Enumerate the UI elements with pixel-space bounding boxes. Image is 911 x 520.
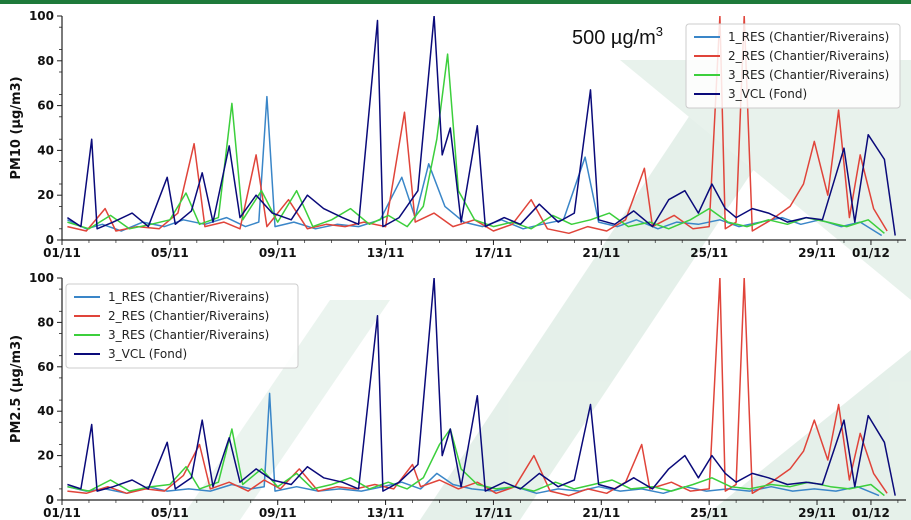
series-line-3 (67, 53, 885, 234)
y-tick-label: 80 (37, 54, 54, 68)
series-line-2 (67, 16, 888, 235)
annotation-main: 500 µg/m (572, 27, 656, 49)
annotation-superscript: 3 (656, 24, 663, 39)
pm25-panel: 0 20 40 60 80 100 01/11 05/11 09/11 13/11 17/11 21/… (9, 271, 906, 520)
series-line-4 (67, 278, 896, 496)
legend-label: 2_RES (Chantier/Riverains) (108, 309, 269, 323)
legend-label: 2_RES (Chantier/Riverains) (728, 49, 889, 63)
x-tick-label: 05/11 (151, 506, 189, 520)
series-line-3 (67, 428, 885, 497)
legend-box (65, 283, 299, 369)
legend: 1_RES (Chantier/Riverains) 2_RES (Chantie… (685, 23, 901, 109)
x-tick-label: 17/11 (475, 246, 513, 260)
legend-box (685, 23, 901, 109)
y-tick-label: 40 (37, 143, 54, 157)
y-tick-label: 40 (37, 404, 54, 418)
y-tick-label: 0 (46, 233, 54, 247)
x-tick-label: 01/11 (43, 506, 81, 520)
x-tick-label: 01/12 (852, 506, 890, 520)
y-tick-label: 20 (37, 449, 54, 463)
y-tick-label: 100 (29, 9, 54, 23)
series-line-1 (67, 95, 883, 237)
y-axis-title: PM10 (µg/m3) (9, 76, 24, 179)
legend: 1_RES (Chantier/Riverains) 2_RES (Chantie… (65, 283, 299, 369)
y-tick-label: 0 (46, 493, 54, 507)
annotation-text: 500 µg/m3 (572, 24, 663, 49)
x-tick-label: 17/11 (475, 506, 513, 520)
y-tick-label: 80 (37, 315, 54, 329)
y-tick-label: 100 (29, 271, 54, 285)
x-tick-label: 29/11 (798, 246, 836, 260)
x-tick-label: 21/11 (582, 506, 620, 520)
x-tick-label: 13/11 (367, 506, 405, 520)
legend-label: 3_RES (Chantier/Riverains) (108, 328, 269, 342)
series-line-4 (66, 16, 896, 236)
plot-area (66, 16, 896, 237)
series-line-1 (67, 392, 880, 497)
legend-label: 1_RES (Chantier/Riverains) (108, 290, 269, 304)
legend-label: 1_RES (Chantier/Riverains) (728, 30, 889, 44)
x-tick-label: 25/11 (690, 246, 728, 260)
x-tick-label: 25/11 (690, 506, 728, 520)
y-tick-label: 20 (37, 188, 54, 202)
legend-label: 3_VCL (Fond) (728, 87, 807, 101)
series-line-2 (67, 278, 888, 497)
x-tick-label: 05/11 (151, 246, 189, 260)
x-tick-label: 09/11 (259, 506, 297, 520)
y-tick-label: 60 (37, 99, 54, 113)
x-tick-label: 21/11 (582, 246, 620, 260)
x-tick-label: 01/12 (852, 246, 890, 260)
y-axis-title: PM2.5 (µg/m3) (9, 335, 24, 443)
y-tick-label: 60 (37, 360, 54, 374)
x-tick-label: 29/11 (798, 506, 836, 520)
legend-label: 3_VCL (Fond) (108, 347, 187, 361)
top-accent-bar (0, 0, 911, 4)
plot-area (67, 278, 896, 497)
x-tick-label: 09/11 (259, 246, 297, 260)
legend-label: 3_RES (Chantier/Riverains) (728, 68, 889, 82)
x-tick-label: 13/11 (367, 246, 405, 260)
x-tick-label: 01/11 (43, 246, 81, 260)
pm10-panel: 0 20 40 60 80 100 01/11 05/11 09/11 13/11 17/11 21/… (9, 9, 906, 260)
